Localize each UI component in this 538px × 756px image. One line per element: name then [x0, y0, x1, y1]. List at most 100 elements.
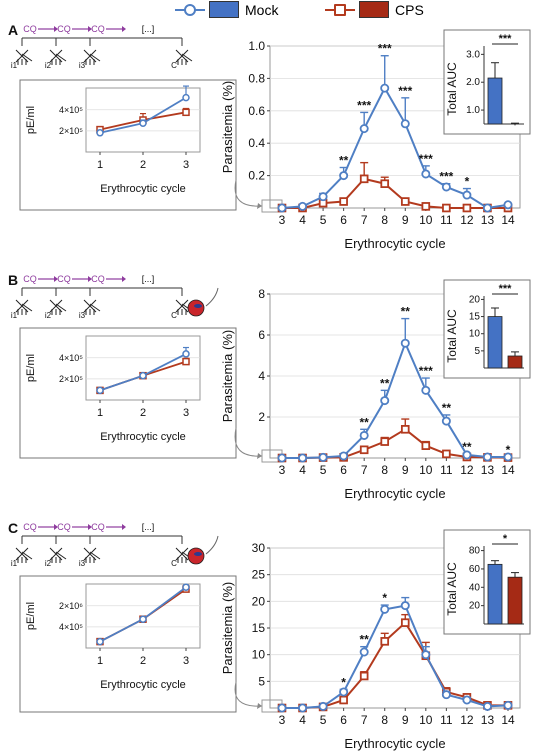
- main-xtick-label: 6: [340, 713, 347, 727]
- main-point-cps: [421, 441, 431, 450]
- inset-ytick-label: 2×10⁵: [59, 374, 83, 384]
- transfer-arrow: [205, 287, 219, 307]
- main-point-cps: [400, 197, 410, 206]
- main-point-cps: [462, 203, 472, 213]
- legend-mock: Mock: [175, 1, 278, 18]
- ellipsis-label: [...]: [142, 274, 155, 284]
- main-xtick-label: 5: [320, 463, 327, 477]
- inset-frame: [19, 327, 237, 459]
- significance-annotation: **: [462, 440, 472, 454]
- main-ytick-label: 25: [252, 568, 266, 582]
- main-point-mock: [298, 703, 308, 713]
- main-ytick-label: 8: [258, 287, 265, 301]
- inset-xtick-label: 1: [97, 159, 103, 171]
- inset-point-mock: [96, 637, 104, 646]
- auc-significance-label: ***: [499, 33, 513, 45]
- main-xlabel: Erythrocytic cycle: [344, 236, 445, 251]
- inset-xtick-label: 1: [97, 407, 103, 419]
- inset-ytick-label: 4×10⁵: [59, 353, 83, 363]
- auc-bar-cps: [507, 355, 523, 369]
- cq-label: CQ: [57, 522, 71, 532]
- main-point-mock: [441, 690, 451, 700]
- main-ytick-label: 6: [258, 328, 265, 342]
- auc-significance-label: *: [503, 533, 508, 545]
- inset-xlabel: Erythrocytic cycle: [100, 183, 186, 195]
- main-point-mock: [503, 700, 513, 710]
- auc-frame: [443, 29, 531, 135]
- immunization-label: i2: [45, 61, 52, 70]
- cq-label: CQ: [91, 522, 105, 532]
- main-xtick-label: 11: [440, 463, 453, 477]
- main-ytick-label: 1.0: [248, 39, 265, 53]
- auc-ylabel: Total AUC: [445, 562, 459, 616]
- inset-ylabel: pE/ml: [25, 602, 37, 630]
- arrowhead-icon: [122, 276, 126, 282]
- auc-ytick-label: 1.0: [466, 105, 480, 116]
- auc-bar-mock: [487, 77, 503, 125]
- main-xtick-label: 13: [481, 463, 495, 477]
- main-ylabel: Parasitemia (%): [220, 582, 235, 674]
- significance-annotation: **: [442, 401, 452, 415]
- main-xtick-label: 4: [299, 713, 306, 727]
- main-ytick-label: 2: [258, 410, 265, 424]
- main-xtick-label: 12: [460, 463, 474, 477]
- challenge-label: C: [171, 559, 177, 568]
- main-xtick-label: 11: [440, 713, 453, 727]
- zoom-connector: [234, 179, 263, 207]
- significance-annotation: ***: [398, 84, 412, 98]
- main-point-mock: [482, 203, 492, 213]
- mosquito-icon: [49, 299, 67, 315]
- main-xtick-label: 8: [381, 463, 388, 477]
- main-ytick-label: 15: [252, 621, 266, 635]
- challenge-label: C: [171, 61, 177, 70]
- main-xtick-label: 14: [501, 713, 515, 727]
- main-xtick-label: 5: [320, 713, 327, 727]
- inset-point-mock: [139, 371, 147, 380]
- immunization-label: i3: [79, 61, 86, 70]
- auc-significance-label: ***: [499, 283, 513, 295]
- main-xtick-label: 8: [381, 213, 388, 227]
- mosquito-icon: [49, 547, 67, 563]
- main-xtick-label: 4: [299, 463, 306, 477]
- main-ylabel: Parasitemia (%): [220, 81, 235, 173]
- arrowhead-icon: [88, 524, 92, 530]
- main-xtick-label: 3: [279, 213, 286, 227]
- immunization-label: i2: [45, 311, 52, 320]
- significance-annotation: *: [465, 175, 470, 189]
- inset-xlabel: Erythrocytic cycle: [100, 679, 186, 691]
- main-point-cps: [339, 695, 348, 705]
- cq-label: CQ: [91, 274, 105, 284]
- mosquito-icon: [15, 299, 33, 315]
- significance-annotation: **: [360, 633, 370, 647]
- main-point-cps: [400, 424, 410, 434]
- cq-label: CQ: [23, 274, 37, 284]
- arrowhead-icon: [88, 26, 92, 32]
- main-point-mock: [462, 450, 472, 460]
- main-ytick-label: 0.4: [248, 136, 265, 150]
- main-xtick-label: 4: [299, 213, 306, 227]
- mosquito-icon: [83, 299, 101, 315]
- inset-xlabel: Erythrocytic cycle: [100, 431, 186, 443]
- main-ytick-label: 4: [258, 369, 265, 383]
- mosquito-icon: [15, 49, 33, 65]
- main-xtick-label: 9: [402, 713, 409, 727]
- main-xtick-label: 13: [481, 713, 495, 727]
- arrowhead-icon: [122, 26, 126, 32]
- red-blood-cell-icon: [187, 299, 205, 317]
- inset-point-mock: [96, 386, 104, 395]
- parasite-icon: [194, 304, 202, 308]
- main-point-cps: [421, 202, 431, 211]
- main-ytick-label: 0.8: [248, 71, 265, 85]
- inset-point-mock: [182, 583, 190, 591]
- inset-point-cps: [182, 357, 190, 366]
- inset-xtick-label: 2: [140, 159, 146, 171]
- inset-ytick-label: 4×10⁵: [59, 622, 83, 632]
- main-point-cps: [442, 203, 451, 213]
- inset-xtick-label: 1: [97, 655, 103, 667]
- main-point-mock: [482, 701, 492, 711]
- main-point-cps: [380, 437, 390, 446]
- main-point-mock: [380, 604, 390, 614]
